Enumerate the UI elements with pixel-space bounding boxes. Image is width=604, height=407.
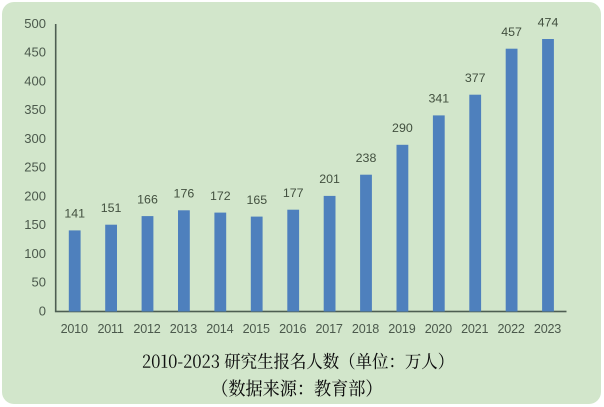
svg-text:377: 377 [465,71,486,85]
svg-text:200: 200 [24,188,46,203]
svg-text:250: 250 [24,160,46,175]
svg-text:2010: 2010 [61,322,88,336]
svg-text:165: 165 [246,193,267,207]
svg-text:474: 474 [538,15,559,29]
svg-text:350: 350 [24,102,46,117]
svg-text:450: 450 [24,45,46,60]
svg-text:141: 141 [64,207,85,221]
svg-text:2011: 2011 [97,322,123,336]
svg-text:50: 50 [32,275,46,290]
svg-text:238: 238 [356,151,377,165]
svg-text:201: 201 [319,172,340,186]
svg-text:500: 500 [24,16,46,31]
svg-text:2017: 2017 [315,322,342,336]
svg-text:400: 400 [24,73,46,88]
svg-text:176: 176 [174,187,195,201]
svg-text:166: 166 [137,192,158,206]
svg-text:300: 300 [24,131,46,146]
svg-text:2012: 2012 [133,322,160,336]
svg-text:457: 457 [501,25,522,39]
svg-text:2013: 2013 [170,322,197,336]
svg-text:2023: 2023 [534,322,561,336]
svg-text:2022: 2022 [497,322,524,336]
svg-text:150: 150 [24,217,46,232]
svg-text:177: 177 [283,186,304,200]
svg-text:151: 151 [101,201,122,215]
svg-text:2016: 2016 [279,322,306,336]
svg-text:172: 172 [210,189,231,203]
svg-text:341: 341 [428,92,449,106]
svg-text:2019: 2019 [388,322,415,336]
svg-text:2014: 2014 [206,322,233,336]
svg-text:100: 100 [24,246,46,261]
svg-text:2015: 2015 [243,322,270,336]
svg-text:2020: 2020 [425,322,452,336]
svg-text:2018: 2018 [352,322,379,336]
svg-text:2021: 2021 [461,322,488,336]
svg-text:0: 0 [39,303,46,318]
svg-text:290: 290 [392,121,413,135]
